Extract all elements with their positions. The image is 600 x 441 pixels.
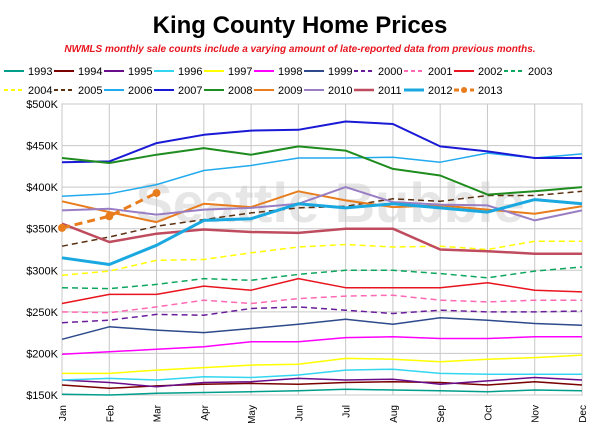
- x-tick-label: Aug: [389, 405, 400, 423]
- series-line-2001: [61, 294, 582, 314]
- x-tick-label: Nov: [531, 405, 542, 423]
- legend-item-2013: 2013: [454, 85, 502, 97]
- y-tick-label: $450K: [26, 141, 58, 153]
- legend-label: 2012: [428, 85, 452, 97]
- legend: 1993 1994 1995 1996 1997 1998 1999 2000 2001 2002…: [4, 66, 552, 97]
- legend-item-2012: 2012: [404, 85, 452, 97]
- legend-item-2010: 2010: [304, 85, 352, 97]
- x-tick-label: Jun: [294, 405, 305, 421]
- series-point-2013: [152, 188, 161, 197]
- y-tick-label: $300K: [26, 265, 58, 277]
- x-tick-label: May: [247, 405, 258, 424]
- legend-item-1993: 1993: [4, 66, 52, 78]
- legend-label: 1998: [278, 66, 302, 78]
- y-tick-label: $350K: [26, 224, 58, 236]
- series-line-2002: [61, 277, 583, 305]
- legend-label: 2007: [178, 85, 202, 97]
- series-line-1998: [61, 336, 582, 356]
- series-line-2010: [61, 186, 583, 222]
- legend-label: 1994: [78, 66, 102, 78]
- y-tick-label: $150K: [26, 390, 58, 402]
- series-lines: [58, 120, 583, 396]
- legend-item-1998: 1998: [254, 66, 302, 78]
- y-tick-label: $250K: [26, 307, 58, 319]
- x-tick-label: Oct: [483, 405, 494, 421]
- series-line-1995: [61, 376, 583, 388]
- series-line-2004: [61, 240, 582, 277]
- legend-item-2011: 2011: [354, 85, 402, 97]
- legend-item-2003: 2003: [504, 66, 552, 78]
- legend-item-2009: 2009: [254, 85, 302, 97]
- legend-label: 2013: [478, 85, 502, 97]
- y-tick-label: $400K: [26, 182, 58, 194]
- legend-item-2002: 2002: [454, 66, 502, 78]
- series-point-2013: [105, 212, 114, 221]
- series-line-1996: [61, 368, 582, 381]
- series-line-2007: [61, 120, 582, 164]
- series-line-2006: [61, 152, 583, 198]
- legend-item-2006: 2006: [104, 85, 152, 97]
- series-line-2013: [61, 191, 158, 230]
- legend-label: 2010: [328, 85, 352, 97]
- series-line-1993: [61, 388, 583, 396]
- x-tick-label: Sep: [436, 405, 447, 423]
- legend-swatch-dot: [461, 87, 467, 93]
- legend-label: 2011: [378, 85, 402, 97]
- x-tick-label: Feb: [105, 405, 116, 423]
- legend-label: 1999: [328, 66, 352, 78]
- legend-label: 1995: [128, 66, 152, 78]
- legend-label: 2009: [278, 85, 302, 97]
- legend-label: 2008: [228, 85, 252, 97]
- legend-label: 2005: [78, 85, 102, 97]
- legend-label: 2001: [428, 66, 452, 78]
- legend-item-2008: 2008: [204, 85, 252, 97]
- legend-item-1994: 1994: [54, 66, 102, 78]
- x-tick-label: Apr: [200, 404, 211, 420]
- x-tick-label: Jan: [58, 405, 69, 421]
- x-tick-label: Dec: [578, 405, 589, 423]
- series-line-2012: [61, 198, 583, 266]
- series-line-1999: [61, 316, 583, 341]
- legend-item-2005: 2005: [54, 85, 102, 97]
- chart-title: King County Home Prices: [153, 12, 448, 39]
- legend-item-1996: 1996: [154, 66, 202, 78]
- legend-item-2000: 2000: [354, 66, 402, 78]
- legend-label: 1993: [28, 66, 52, 78]
- series-line-2003: [61, 266, 583, 290]
- legend-label: 2003: [528, 66, 552, 78]
- series-line-2011: [61, 222, 582, 255]
- y-axis: $150K $200K $250K $300K $350K $400K $450K $500K: [26, 99, 58, 402]
- legend-item-2004: 2004: [4, 85, 52, 97]
- legend-item-2007: 2007: [154, 85, 202, 97]
- series-line-1997: [62, 354, 583, 375]
- series-line-2000: [61, 306, 583, 324]
- y-tick-label: $500K: [26, 99, 58, 111]
- x-tick-label: Jul: [342, 405, 353, 418]
- legend-label: 1996: [178, 66, 202, 78]
- y-tick-label: $200K: [26, 348, 58, 360]
- legend-label: 2004: [28, 85, 52, 97]
- legend-item-1995: 1995: [104, 66, 152, 78]
- legend-label: 2006: [128, 85, 152, 97]
- x-tick-label: Mar: [153, 404, 164, 422]
- legend-label: 2002: [478, 66, 502, 78]
- legend-label: 1997: [228, 66, 252, 78]
- legend-item-1999: 1999: [304, 66, 352, 78]
- x-axis: Jan Feb Mar Apr May Jun Jul Aug Sep Oct Nov Dec: [58, 404, 589, 424]
- series-line-2008: [61, 145, 583, 196]
- legend-item-2001: 2001: [404, 66, 452, 78]
- legend-label: 2000: [378, 66, 402, 78]
- series-point-2013: [58, 223, 66, 232]
- legend-item-1997: 1997: [204, 66, 252, 78]
- chart-subtitle: NWMLS monthly sale counts include a vary…: [64, 44, 535, 55]
